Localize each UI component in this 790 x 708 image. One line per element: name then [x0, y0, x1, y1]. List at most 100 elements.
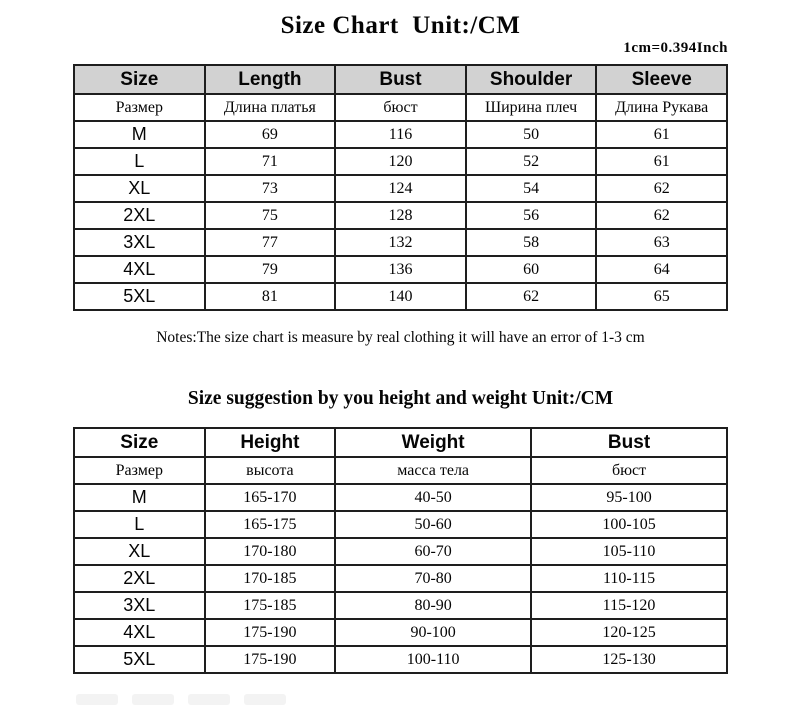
cell-shoulder: 52: [464, 147, 598, 176]
cell-size: L: [73, 510, 206, 539]
cell-length: 79: [203, 255, 337, 284]
column-header-sleeve: Sleeve: [595, 64, 728, 95]
cell-size: L: [73, 147, 206, 176]
column-header-bust: Bust: [530, 427, 728, 458]
cutoff-blob: [244, 694, 286, 705]
cell-weight: 60-70: [334, 537, 533, 566]
table-row-m: M 69 116 50 61: [73, 120, 728, 149]
cell-shoulder: 54: [464, 174, 598, 203]
cell-bust: 120: [334, 147, 467, 176]
table-row-m: M 165-170 40-50 95-100: [73, 483, 728, 512]
column-subheader-shoulder-ru: Ширина плеч: [464, 93, 598, 122]
cell-sleeve: 61: [595, 147, 728, 176]
suggestion-subheader-row-ru: Размер высота масса тела бюст: [73, 456, 728, 485]
page-title: Size Chart Unit:/CM: [280, 12, 521, 39]
cell-bust: 125-130: [530, 645, 728, 674]
cell-height: 170-180: [203, 537, 337, 566]
cell-height: 175-185: [203, 591, 337, 620]
column-subheader-bust-ru: бюст: [334, 93, 467, 122]
cell-height: 165-175: [203, 510, 337, 539]
cell-size: 2XL: [73, 564, 206, 593]
cell-bust: 132: [334, 228, 467, 257]
cell-sleeve: 62: [595, 174, 728, 203]
table-row-l: L 71 120 52 61: [73, 147, 728, 176]
cell-weight: 50-60: [334, 510, 533, 539]
table-row-xl: XL 73 124 54 62: [73, 174, 728, 203]
cell-weight: 80-90: [334, 591, 533, 620]
cell-sleeve: 62: [595, 201, 728, 230]
cell-size: 4XL: [73, 255, 206, 284]
cell-shoulder: 50: [464, 120, 598, 149]
table-row-2xl: 2XL 75 128 56 62: [73, 201, 728, 230]
cutoff-partial-content: [76, 694, 286, 705]
cell-length: 69: [203, 120, 337, 149]
cell-bust: 95-100: [530, 483, 728, 512]
cell-height: 175-190: [203, 618, 337, 647]
cutoff-blob: [188, 694, 230, 705]
suggestion-table-title: Size suggestion by you height and weight…: [187, 388, 614, 409]
cell-bust: 140: [334, 282, 467, 311]
cell-bust: 100-105: [530, 510, 728, 539]
size-chart-subheader-row-ru: Размер Длина платья бюст Ширина плеч Дли…: [73, 93, 728, 122]
size-suggestion-table: Size Height Weight Bust Размер высота ма…: [73, 427, 728, 674]
cell-length: 75: [203, 201, 337, 230]
table-row-4xl: 4XL 79 136 60 64: [73, 255, 728, 284]
cell-height: 165-170: [203, 483, 337, 512]
cell-size: M: [73, 120, 206, 149]
cell-length: 77: [203, 228, 337, 257]
column-subheader-weight-ru: масса тела: [334, 456, 533, 485]
cell-bust: 115-120: [530, 591, 728, 620]
column-subheader-bust-ru: бюст: [530, 456, 728, 485]
cell-bust: 105-110: [530, 537, 728, 566]
size-chart-header-row: Size Length Bust Shoulder Sleeve: [73, 64, 728, 95]
cell-size: 4XL: [73, 618, 206, 647]
measurement-error-note: Notes:The size chart is measure by real …: [156, 329, 645, 346]
suggestion-header-row: Size Height Weight Bust: [73, 427, 728, 458]
cell-shoulder: 56: [464, 201, 598, 230]
column-subheader-sleeve-ru: Длина Рукава: [595, 93, 728, 122]
column-subheader-length-ru: Длина платья: [203, 93, 337, 122]
column-header-height: Height: [203, 427, 337, 458]
table-row-5xl: 5XL 175-190 100-110 125-130: [73, 645, 728, 674]
cell-height: 170-185: [203, 564, 337, 593]
cell-length: 81: [203, 282, 337, 311]
cell-size: 5XL: [73, 645, 206, 674]
table-row-4xl: 4XL 175-190 90-100 120-125: [73, 618, 728, 647]
table-row-xl: XL 170-180 60-70 105-110: [73, 537, 728, 566]
cell-height: 175-190: [203, 645, 337, 674]
cell-size: M: [73, 483, 206, 512]
table-row-2xl: 2XL 170-185 70-80 110-115: [73, 564, 728, 593]
cell-shoulder: 60: [464, 255, 598, 284]
table-row-3xl: 3XL 175-185 80-90 115-120: [73, 591, 728, 620]
cutoff-blob: [132, 694, 174, 705]
column-subheader-size-ru: Размер: [73, 93, 206, 122]
cell-shoulder: 62: [464, 282, 598, 311]
column-subheader-height-ru: высота: [203, 456, 337, 485]
column-subheader-size-ru: Размер: [73, 456, 206, 485]
cell-length: 71: [203, 147, 337, 176]
cell-weight: 100-110: [334, 645, 533, 674]
column-header-weight: Weight: [334, 427, 533, 458]
column-header-bust: Bust: [334, 64, 467, 95]
cell-length: 73: [203, 174, 337, 203]
cell-size: XL: [73, 537, 206, 566]
cell-sleeve: 63: [595, 228, 728, 257]
cell-size: 2XL: [73, 201, 206, 230]
cell-bust: 136: [334, 255, 467, 284]
table-row-3xl: 3XL 77 132 58 63: [73, 228, 728, 257]
column-header-size: Size: [73, 64, 206, 95]
cell-sleeve: 64: [595, 255, 728, 284]
cell-weight: 40-50: [334, 483, 533, 512]
cell-size: XL: [73, 174, 206, 203]
cell-weight: 70-80: [334, 564, 533, 593]
cell-size: 5XL: [73, 282, 206, 311]
cell-bust: 124: [334, 174, 467, 203]
cell-sleeve: 65: [595, 282, 728, 311]
cell-bust: 116: [334, 120, 467, 149]
cutoff-blob: [76, 694, 118, 705]
unit-conversion-note: 1cm=0.394Inch: [623, 40, 728, 56]
table-row-l: L 165-175 50-60 100-105: [73, 510, 728, 539]
table-row-5xl: 5XL 81 140 62 65: [73, 282, 728, 311]
cell-size: 3XL: [73, 591, 206, 620]
